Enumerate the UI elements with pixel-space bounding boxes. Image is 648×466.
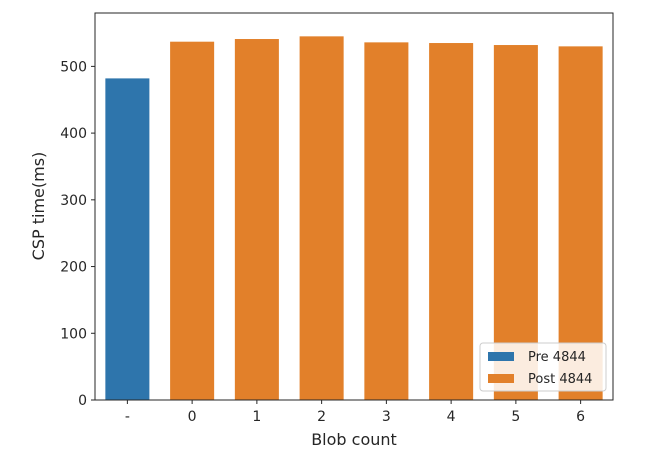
x-tick-label: 4 [447, 409, 456, 425]
x-axis-ticks: - 0 1 2 3 4 5 6 [125, 400, 585, 425]
y-axis-ticks: 0 100 200 300 400 500 [60, 59, 95, 409]
bar-4 [429, 43, 474, 400]
bar-3 [364, 42, 409, 401]
y-axis-label: CSP time(ms) [29, 152, 48, 261]
legend: Pre 4844 Post 4844 [479, 342, 607, 392]
x-tick-label: - [125, 409, 130, 425]
bars-group [105, 36, 603, 401]
legend-label-pre: Pre 4844 [528, 350, 586, 365]
bar-6 [558, 46, 603, 401]
plot-frame [94, 12, 614, 401]
y-tick-label: 200 [60, 260, 87, 276]
y-tick-label: 100 [60, 326, 87, 342]
x-tick-label: 1 [252, 409, 261, 425]
y-tick-label: 300 [60, 193, 87, 209]
legend-swatch-pre [488, 352, 514, 361]
y-tick-label: 400 [60, 126, 87, 142]
bar-2 [299, 36, 344, 400]
y-tick-label: 500 [60, 59, 87, 75]
bar-5 [493, 45, 538, 400]
x-tick-label: 3 [382, 409, 391, 425]
bar-1 [234, 39, 279, 401]
x-tick-label: 6 [576, 409, 585, 425]
bar-0 [170, 41, 215, 400]
x-tick-label: 0 [188, 409, 197, 425]
y-tick-label: 0 [78, 393, 87, 409]
legend-swatch-post [488, 374, 514, 383]
legend-label-post: Post 4844 [528, 372, 592, 387]
x-axis-label: Blob count [311, 430, 397, 449]
x-tick-label: 5 [511, 409, 520, 425]
bar-none [105, 78, 150, 400]
x-tick-label: 2 [317, 409, 326, 425]
